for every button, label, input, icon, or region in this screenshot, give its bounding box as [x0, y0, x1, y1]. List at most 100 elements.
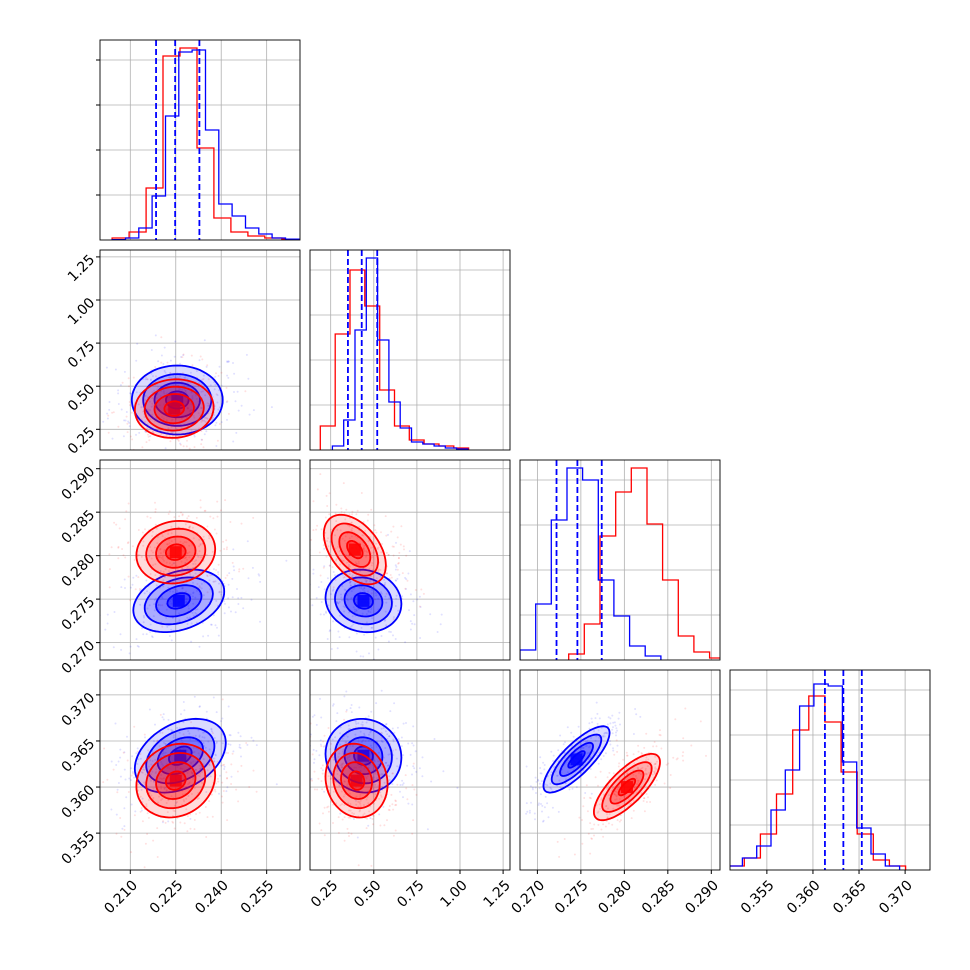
- scatter-point: [190, 429, 193, 432]
- scatter-point: [313, 761, 315, 764]
- scatter-point: [185, 797, 188, 800]
- scatter-point: [640, 791, 643, 794]
- scatter-point: [165, 616, 168, 619]
- scatter-point: [215, 532, 218, 535]
- scatter-point: [58, 369, 60, 371]
- scatter-cloud: [556, 707, 707, 858]
- scatter-point: [355, 563, 358, 565]
- scatter-point: [235, 431, 238, 434]
- scatter-point: [320, 716, 323, 719]
- scatter-point: [414, 750, 417, 753]
- scatter-point: [329, 748, 332, 751]
- scatter-point: [155, 584, 158, 587]
- scatter-point: [539, 772, 542, 775]
- scatter-point: [440, 613, 443, 616]
- contour-fill: [165, 544, 186, 560]
- scatter-point: [169, 394, 172, 397]
- scatter-point: [361, 725, 364, 728]
- scatter-point: [156, 536, 159, 538]
- scatter-point: [188, 526, 191, 529]
- scatter-point: [328, 564, 331, 567]
- scatter-point: [124, 556, 127, 559]
- scatter-point: [172, 821, 175, 824]
- scatter-point: [182, 542, 185, 545]
- scatter-point: [418, 767, 421, 770]
- scatter-point: [618, 778, 621, 781]
- scatter-point: [413, 788, 416, 791]
- contour-fill: [167, 593, 191, 609]
- scatter-point: [194, 572, 197, 575]
- scatter-point: [384, 747, 387, 749]
- scatter-point: [129, 779, 132, 782]
- scatter-point: [230, 610, 232, 613]
- scatter-point: [181, 514, 184, 517]
- scatter-point: [653, 771, 656, 774]
- scatter-point: [612, 726, 614, 729]
- scatter-point: [336, 712, 339, 715]
- scatter-point: [175, 741, 178, 744]
- scatter-point: [370, 546, 372, 549]
- scatter-point: [184, 556, 187, 559]
- scatter-point: [609, 722, 612, 725]
- scatter-point: [387, 554, 390, 556]
- scatter-point: [183, 709, 186, 712]
- scatter-point: [144, 736, 146, 739]
- scatter-point: [603, 732, 606, 735]
- scatter-point: [615, 734, 617, 737]
- scatter-point: [411, 773, 413, 776]
- scatter-point: [204, 394, 207, 397]
- scatter-point: [202, 390, 204, 393]
- scatter-point: [150, 557, 153, 560]
- scatter-point: [205, 791, 208, 793]
- scatter-point: [164, 742, 167, 745]
- scatter-point: [108, 568, 111, 571]
- scatter-point: [152, 404, 155, 407]
- scatter-point: [148, 400, 151, 403]
- scatter-point: [612, 772, 615, 775]
- scatter-point: [191, 612, 194, 614]
- scatter-point: [130, 392, 132, 395]
- scatter-point: [162, 390, 165, 393]
- scatter-point: [213, 528, 216, 531]
- scatter-point: [349, 584, 352, 587]
- scatter-point: [227, 606, 230, 609]
- scatter-point: [380, 772, 383, 775]
- scatter-point: [191, 772, 194, 775]
- scatter-point: [310, 777, 313, 780]
- scatter-point: [380, 531, 382, 534]
- scatter-point: [385, 723, 388, 725]
- scatter-point: [144, 773, 147, 776]
- scatter-point: [197, 555, 200, 558]
- scatter-point: [236, 588, 238, 590]
- scatter-point: [119, 748, 122, 751]
- scatter-point: [332, 703, 335, 706]
- scatter-point: [355, 650, 358, 653]
- scatter-point: [199, 544, 202, 546]
- scatter-point: [174, 376, 176, 379]
- scatter-point: [216, 401, 219, 404]
- scatter-point: [150, 372, 153, 375]
- scatter-point: [247, 577, 250, 580]
- scatter-point: [255, 790, 258, 793]
- scatter-point: [179, 540, 182, 543]
- scatter-point: [246, 743, 249, 746]
- scatter-point: [344, 535, 347, 538]
- scatter-point: [544, 795, 547, 798]
- scatter-point: [551, 806, 554, 809]
- scatter-point: [356, 509, 359, 512]
- scatter-point: [674, 718, 677, 721]
- scatter-point: [395, 597, 398, 600]
- scatter-point: [182, 550, 185, 552]
- scatter-point: [408, 609, 410, 612]
- scatter-point: [159, 548, 162, 550]
- scatter-point: [223, 768, 226, 770]
- scatter-point: [172, 734, 175, 737]
- scatter-point: [324, 785, 326, 788]
- scatter-point: [539, 793, 542, 796]
- scatter-point: [401, 572, 404, 575]
- scatter-point: [217, 571, 220, 574]
- scatter-point: [635, 713, 638, 716]
- scatter-point: [358, 766, 361, 769]
- scatter-point: [349, 580, 352, 583]
- scatter-point: [206, 575, 209, 578]
